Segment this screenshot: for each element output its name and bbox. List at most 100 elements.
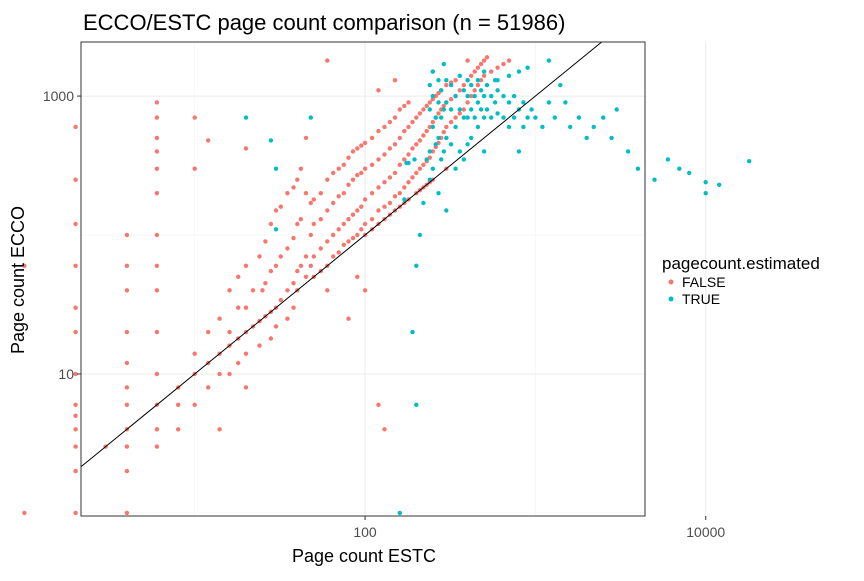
data-point [336,227,341,232]
data-point [73,371,78,377]
data-point [369,162,375,167]
data-point [457,88,462,93]
data-point [278,254,283,259]
data-point [481,115,487,120]
data-point [22,263,27,268]
data-point [291,281,296,286]
data-point [369,217,375,222]
data-point [325,177,330,182]
data-point [677,166,682,171]
data-point [481,69,487,74]
data-point [406,160,411,166]
data-point [424,157,429,162]
data-point [441,129,446,135]
data-point [427,82,432,88]
data-point [291,235,296,241]
data-point [263,239,268,244]
data-point [308,263,313,268]
data-point [444,78,449,83]
data-point [362,221,368,227]
data-point [444,135,449,141]
data-point [457,73,462,79]
data-point [369,191,375,196]
data-point [124,510,130,516]
series-false [22,55,512,516]
data-point [359,227,364,232]
data-point [392,194,398,199]
data-point [489,93,494,99]
data-point [406,152,411,157]
data-point [563,100,568,105]
data-point [73,221,78,227]
data-point [525,65,530,70]
data-point [350,235,356,241]
data-point [285,246,290,251]
points-layer [22,55,752,516]
data-point [392,170,398,176]
data-point [489,115,494,120]
data-point [73,305,78,310]
data-point [430,93,435,99]
data-point [511,93,517,99]
data-point [481,149,487,154]
data-point [424,103,429,109]
data-point [703,180,708,185]
data-point [461,82,466,88]
data-point [308,200,313,206]
data-point [243,146,249,151]
data-point [154,288,160,293]
data-point [540,124,545,130]
data-point [236,360,241,366]
data-point [546,100,552,105]
data-point [73,427,78,432]
data-point [516,149,522,154]
data-point [533,115,538,120]
data-point [430,166,435,171]
data-point [506,73,512,79]
data-point [436,100,441,105]
data-point [192,351,197,356]
data-point [469,73,474,79]
data-point [552,115,557,120]
data-point [484,82,490,88]
data-point [278,204,283,209]
data-point [465,58,470,63]
data-point [217,371,222,377]
data-point [481,93,487,99]
major-gridlines [81,42,707,516]
data-point [124,288,130,293]
data-point [433,142,438,147]
y-tick-label: 10 [58,366,74,382]
data-point [359,143,364,148]
data-point [73,444,78,449]
data-point [268,336,274,341]
y-axis-label: Page count ECCO [8,206,28,354]
x-axis-label: Page count ESTC [292,546,436,566]
data-point [154,232,160,238]
data-point [472,88,477,93]
data-point [206,329,211,335]
data-point [469,107,474,112]
data-point [350,212,356,217]
data-point [417,166,423,171]
data-point [376,185,381,190]
data-point [236,274,241,279]
data-point [154,444,160,449]
data-point [236,305,241,310]
data-point [257,343,262,348]
data-point [295,221,300,227]
data-point [382,427,387,432]
data-point [362,140,368,146]
data-point [448,82,454,88]
data-point [461,88,466,93]
data-point [285,191,290,196]
data-point [717,182,722,187]
data-point [124,263,130,268]
data-point [461,107,466,112]
x-tick-label: 10000 [686,524,725,540]
data-point [469,93,474,99]
data-point [362,166,368,171]
data-point [506,124,512,130]
data-point [444,100,449,105]
